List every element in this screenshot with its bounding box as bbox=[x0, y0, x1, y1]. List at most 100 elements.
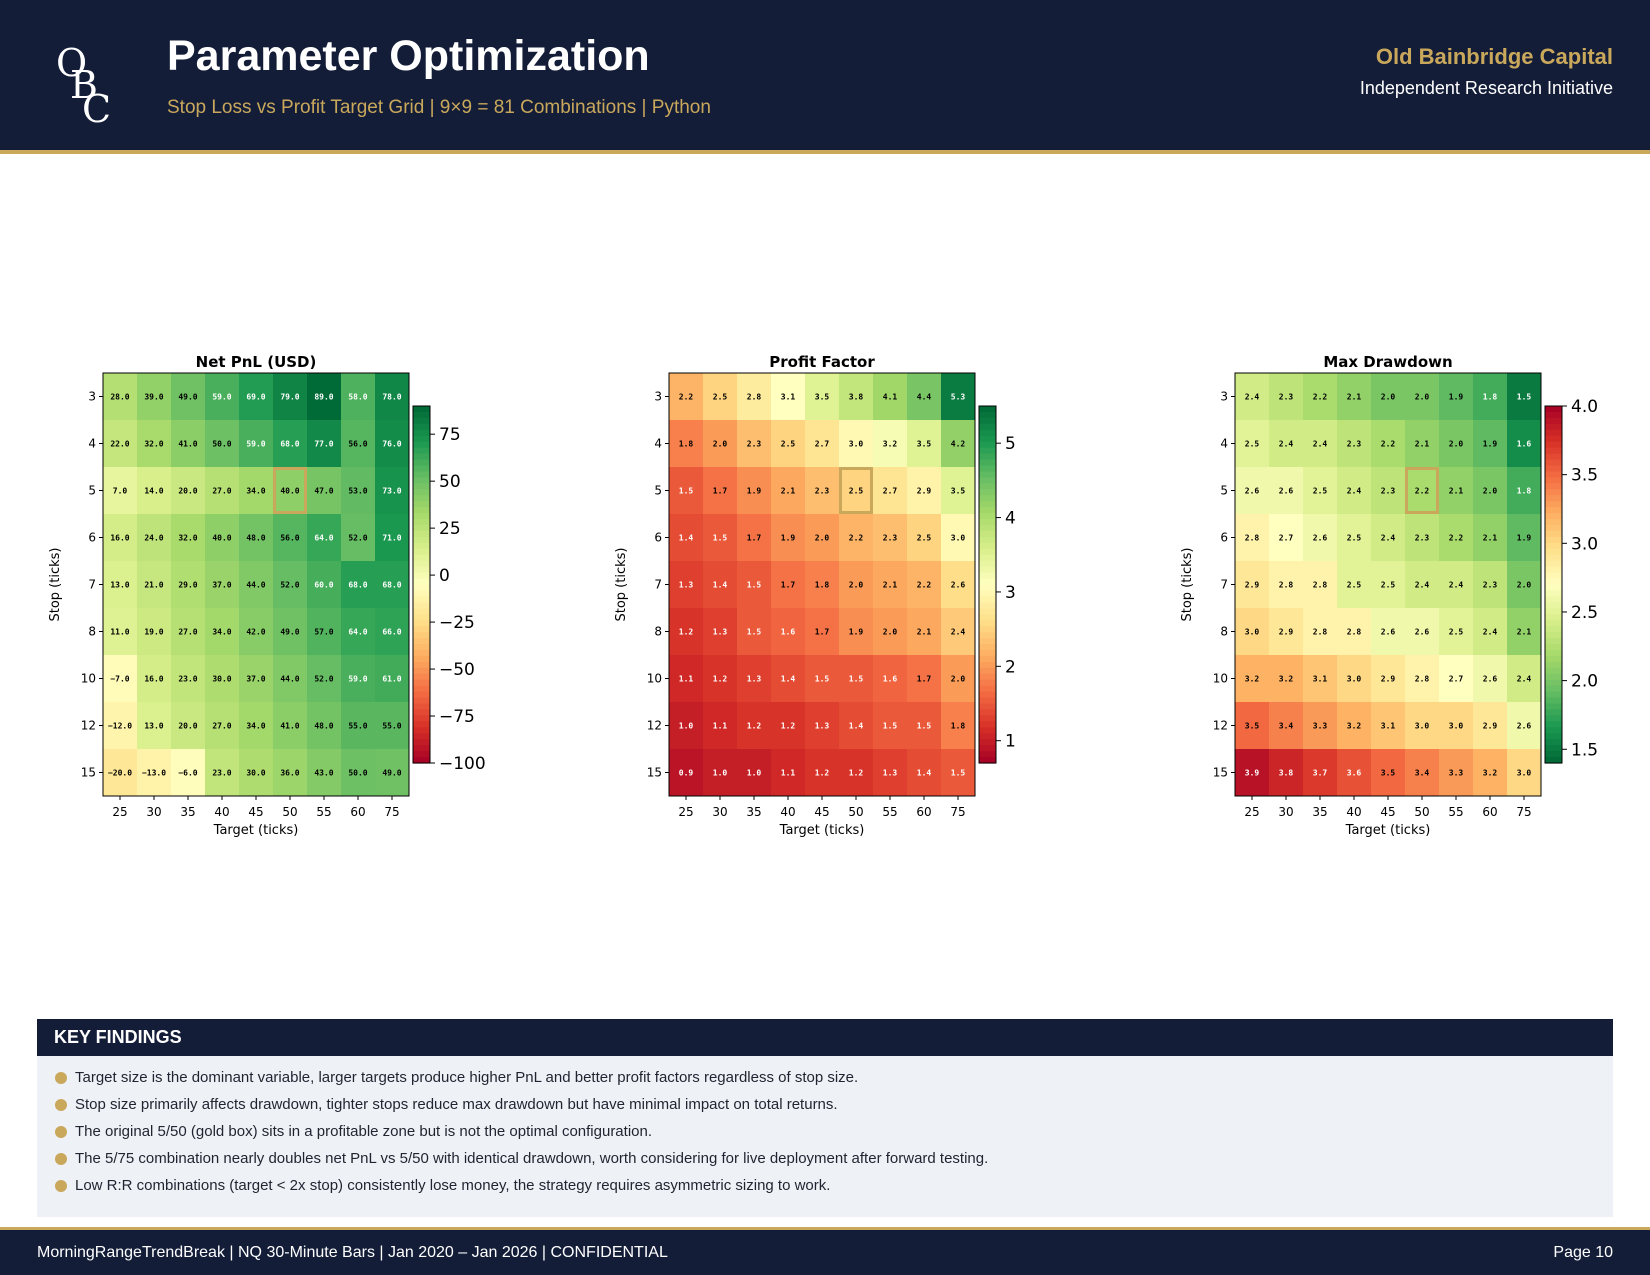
cell-value: 30.0 bbox=[212, 675, 231, 684]
colorbar-segment bbox=[979, 644, 996, 651]
heatmap-cell bbox=[1405, 655, 1440, 703]
heatmap-cell bbox=[1303, 561, 1338, 609]
heatmap-cell bbox=[1405, 561, 1440, 609]
heatmap-cell bbox=[205, 749, 240, 797]
x-axis-label: Target (ticks) bbox=[779, 823, 865, 838]
cell-value: 2.5 bbox=[713, 393, 728, 402]
cell-value: 2.0 bbox=[1483, 487, 1498, 496]
heatmap-cell bbox=[103, 373, 138, 421]
cell-value: 3.9 bbox=[1245, 769, 1260, 778]
cell-value: 2.0 bbox=[883, 628, 898, 637]
heatmap-cell bbox=[341, 467, 376, 515]
bullet-icon bbox=[55, 1180, 67, 1192]
colorbar-segment bbox=[413, 691, 430, 699]
heatmap-cell bbox=[375, 514, 410, 562]
cell-value: 23.0 bbox=[178, 675, 197, 684]
cell-value: 1.4 bbox=[781, 675, 796, 684]
heatmap-cell bbox=[805, 655, 840, 703]
y-tick-label: 8 bbox=[654, 625, 662, 639]
cell-value: 89.0 bbox=[314, 393, 333, 402]
colorbar-segment bbox=[979, 721, 996, 728]
heatmap-cell bbox=[205, 655, 240, 703]
heatmap-cell bbox=[1371, 514, 1406, 562]
colorbar-segment bbox=[979, 566, 996, 574]
heatmap-cell bbox=[771, 702, 806, 750]
colorbar-segment bbox=[413, 703, 430, 711]
heatmap-cell bbox=[907, 655, 942, 703]
heatmap-cell bbox=[1235, 467, 1270, 515]
cell-value: 24.0 bbox=[144, 534, 163, 543]
colorbar-segment bbox=[413, 417, 430, 425]
heatmap-cell bbox=[1303, 749, 1338, 797]
bullet-icon bbox=[55, 1099, 67, 1111]
heatmap-cell bbox=[171, 655, 206, 703]
cell-value: 34.0 bbox=[212, 628, 231, 637]
heatmap-cell bbox=[1439, 655, 1474, 703]
colorbar-segment bbox=[979, 459, 996, 467]
cell-value: 3.0 bbox=[1347, 675, 1362, 684]
y-tick-label: 8 bbox=[1220, 625, 1228, 639]
heatmap-cell bbox=[307, 561, 342, 609]
cell-value: 1.0 bbox=[679, 722, 694, 731]
colorbar-segment bbox=[413, 733, 430, 740]
heatmap-cell bbox=[703, 467, 738, 515]
colorbar-segment bbox=[413, 495, 430, 502]
colorbar-segment bbox=[1545, 453, 1562, 461]
cell-value: 2.3 bbox=[747, 440, 762, 449]
y-tick-label: 4 bbox=[88, 437, 96, 451]
colorbar-segment bbox=[413, 423, 430, 431]
cell-value: 2.6 bbox=[951, 581, 966, 590]
heatmap-cell bbox=[307, 608, 342, 656]
heatmap-cell bbox=[907, 749, 942, 797]
cell-value: 49.0 bbox=[178, 393, 197, 402]
cell-value: 57.0 bbox=[314, 628, 333, 637]
cell-value: 2.7 bbox=[1449, 675, 1464, 684]
cell-value: 2.8 bbox=[1347, 628, 1362, 637]
heatmap-cell bbox=[273, 467, 308, 515]
brand-tagline: Independent Research Initiative bbox=[1359, 78, 1613, 98]
heatmap-cell bbox=[1439, 420, 1474, 468]
cell-value: 1.3 bbox=[747, 675, 762, 684]
cell-value: 2.8 bbox=[1415, 675, 1430, 684]
y-axis-label: Stop (ticks) bbox=[1180, 548, 1195, 622]
cell-value: 77.0 bbox=[314, 440, 333, 449]
heatmap-cell bbox=[137, 373, 172, 421]
cell-value: 1.3 bbox=[679, 581, 694, 590]
colorbar-segment bbox=[413, 626, 430, 633]
colorbar-tick-label: 3.5 bbox=[1571, 466, 1598, 486]
y-tick-label: 12 bbox=[1213, 719, 1228, 733]
heatmap-cell bbox=[341, 561, 376, 609]
key-findings-list: Target size is the dominant variable, la… bbox=[37, 1056, 1613, 1199]
colorbar-tick-label: 50 bbox=[439, 472, 461, 492]
heatmap-cell bbox=[737, 702, 772, 750]
cell-value: −6.0 bbox=[178, 769, 197, 778]
cell-value: 2.6 bbox=[1483, 675, 1498, 684]
cell-value: 2.1 bbox=[1517, 628, 1532, 637]
colorbar-segment bbox=[413, 638, 430, 645]
heatmap-cell bbox=[307, 702, 342, 750]
heatmap-cell bbox=[307, 373, 342, 421]
heatmap-cell bbox=[171, 749, 206, 797]
colorbar-segment bbox=[979, 435, 996, 443]
cell-value: 5.3 bbox=[951, 393, 966, 402]
colorbar-segment bbox=[413, 441, 430, 449]
cell-value: 2.0 bbox=[1449, 440, 1464, 449]
heatmap-cell bbox=[873, 608, 908, 656]
colorbar-segment bbox=[979, 471, 996, 478]
colorbar-tick-label: 4 bbox=[1005, 509, 1016, 529]
cell-value: 3.4 bbox=[1415, 769, 1430, 778]
finding-text: Stop size primarily affects drawdown, ti… bbox=[75, 1096, 838, 1113]
heatmap-cell bbox=[1439, 561, 1474, 609]
cell-value: 1.9 bbox=[1449, 393, 1464, 402]
cell-value: 3.2 bbox=[1279, 675, 1294, 684]
heatmap-cell bbox=[1371, 561, 1406, 609]
cell-value: 3.8 bbox=[849, 393, 864, 402]
colorbar-segment bbox=[413, 632, 430, 639]
heatmap-cell bbox=[341, 702, 376, 750]
heatmap-cell bbox=[737, 467, 772, 515]
colorbar-segment bbox=[1545, 513, 1562, 520]
heatmap-cell bbox=[941, 655, 976, 703]
colorbar-segment bbox=[1545, 423, 1562, 431]
heatmap-cell bbox=[103, 749, 138, 797]
cell-value: 1.5 bbox=[1517, 393, 1532, 402]
